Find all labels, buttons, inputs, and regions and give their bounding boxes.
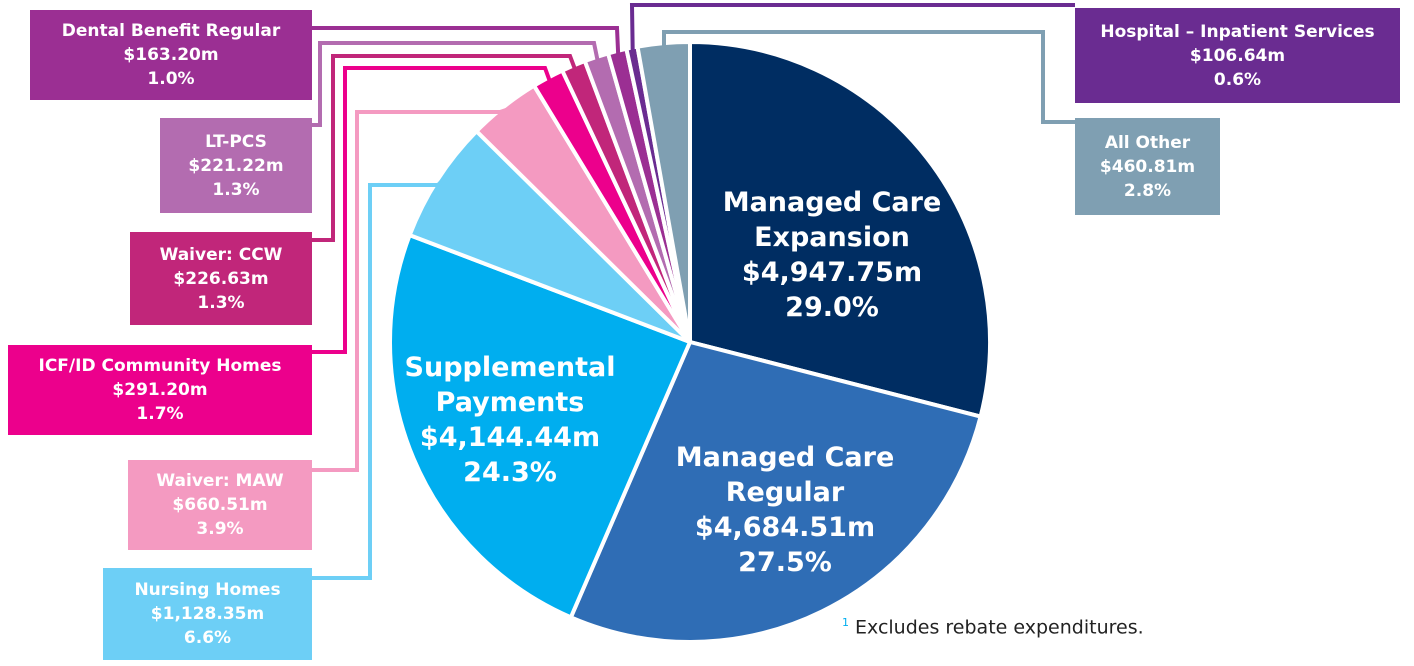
slice-name: LT-PCS [205,131,267,152]
footnote: 1 Excludes rebate expenditures. [842,616,1144,638]
slice-amount: $4,684.51m [694,512,876,543]
slice-percent: 24.3% [463,457,557,488]
leader-line [312,41,600,127]
slice-percent: 2.8% [1123,180,1172,201]
footnote-text: Excludes rebate expenditures. [855,616,1144,639]
label-box: ICF/ID Community Homes $291.20m 1.7% [8,345,312,435]
slice-name: Nursing Homes [134,580,281,600]
slice-percent: 3.9% [196,519,244,539]
slice-percent: 27.5% [738,547,832,578]
leader-line [312,107,508,472]
slice-amount: $226.63m [173,268,269,289]
label-box: Waiver: MAW $660.51m 3.9% [128,460,312,550]
slice-name: Dental Benefit Regular [61,21,281,41]
label-box: LT-PCS $221.22m 1.3% [160,118,312,213]
pie-slice [568,340,983,644]
pie-slice [407,129,692,344]
slice-percent: 0.6% [1213,69,1262,90]
leader-line [629,2,1075,52]
slice-amount: $1,128.35m [150,604,265,624]
slice-amount: $460.81m [1099,156,1196,177]
slice-name: ICF/ID Community Homes [38,356,282,376]
slice-name: Waiver: CCW [159,244,283,265]
slice-amount: $291.20m [112,380,208,400]
label-box: Nursing Homes $1,128.35m 6.6% [103,568,312,660]
slice-label: Supplemental Payments $4,144.44m 24.3% [400,350,620,490]
slice-name: Hospital – Inpatient Services [1100,21,1375,42]
leader-line [312,180,443,580]
pie-slice [388,233,692,620]
slice-name: All Other [1104,132,1191,153]
slice-name: Waiver: MAW [156,471,284,491]
leader-line [661,30,1075,124]
slice-amount: $163.20m [123,45,219,65]
slice-name: Supplemental Payments [404,352,616,418]
label-box: Dental Benefit Regular $163.20m 1.0% [30,10,312,100]
slice-name: Managed Care Expansion [722,187,942,253]
slice-percent: 1.7% [136,404,184,424]
slice-percent: 1.3% [212,179,260,200]
slice-label: Managed Care Regular $4,684.51m 27.5% [665,440,905,580]
slice-amount: $106.64m [1189,45,1286,66]
pie-slice [688,40,992,419]
slice-amount: $4,947.75m [741,257,923,288]
leader-line [312,66,552,354]
footnote-marker: 1 [842,616,849,629]
label-box: All Other $460.81m 2.8% [1075,118,1220,215]
label-box: Waiver: CCW $226.63m 1.3% [130,232,312,325]
slice-percent: 29.0% [785,292,879,323]
label-box: Hospital – Inpatient Services $106.64m 0.6… [1075,8,1400,103]
leader-line [312,54,577,242]
slice-name: Managed Care Regular [675,442,895,508]
slice-label: Managed Care Expansion $4,947.75m 29.0% [712,185,952,325]
slice-percent: 1.0% [147,69,195,89]
slice-amount: $4,144.44m [419,422,601,453]
leader-line [312,26,621,55]
slice-percent: 6.6% [183,628,232,648]
slice-amount: $660.51m [172,495,268,515]
slice-percent: 1.3% [197,292,245,313]
slice-amount: $221.22m [188,155,284,176]
